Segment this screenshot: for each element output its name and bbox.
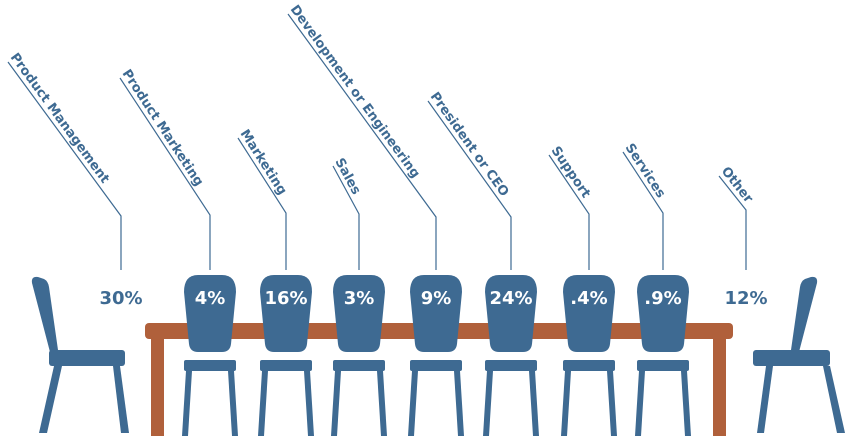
category-label-services: Services bbox=[622, 141, 669, 201]
category-label-support: Support bbox=[548, 144, 593, 201]
value-labels: 30% 4% 16% 3% 9% 24% .4% .9% 12% bbox=[99, 288, 767, 309]
end-chair-right bbox=[753, 276, 845, 433]
chair-development-or-engineering bbox=[408, 275, 464, 436]
value-label-product-marketing: 4% bbox=[195, 288, 226, 309]
leader-line-support bbox=[548, 154, 590, 270]
leader-line-product-marketing bbox=[119, 77, 211, 270]
value-label-support: .4% bbox=[570, 288, 607, 309]
chair-support bbox=[561, 275, 617, 436]
leader-line-other bbox=[718, 175, 747, 270]
category-label-marketing: Marketing bbox=[237, 127, 290, 198]
leader-line-development-or-engineering bbox=[287, 13, 437, 270]
leader-line-president-or-ceo bbox=[427, 100, 512, 270]
category-label-sales: Sales bbox=[331, 156, 363, 198]
leader-line-product-management bbox=[7, 61, 122, 270]
chair-sales bbox=[331, 275, 387, 436]
chair-product-marketing bbox=[182, 275, 238, 436]
category-label-product-marketing: Product Marketing bbox=[119, 67, 206, 189]
value-label-development-or-engineering: 9% bbox=[421, 288, 452, 309]
value-label-other: 12% bbox=[724, 288, 767, 309]
chairs bbox=[31, 275, 845, 436]
category-label-president-or-ceo: President or CEO bbox=[427, 90, 512, 200]
value-label-product-management: 30% bbox=[99, 288, 142, 309]
leader-lines bbox=[7, 13, 747, 270]
chair-marketing bbox=[258, 275, 314, 436]
leader-line-marketing bbox=[237, 137, 287, 270]
category-label-other: Other bbox=[718, 164, 756, 206]
leader-line-services bbox=[622, 151, 664, 270]
category-labels: Product Management Product Marketing Marke… bbox=[7, 3, 756, 207]
table-leg-right bbox=[713, 339, 726, 436]
leader-line-sales bbox=[332, 165, 360, 270]
value-label-president-or-ceo: 24% bbox=[489, 288, 532, 309]
value-label-services: .9% bbox=[644, 288, 681, 309]
end-chair-left bbox=[31, 276, 129, 433]
table-leg-left bbox=[151, 339, 164, 436]
value-label-marketing: 16% bbox=[264, 288, 307, 309]
chair-president-or-ceo bbox=[483, 275, 539, 436]
category-label-development-or-engineering: Development or Engineering bbox=[287, 3, 423, 182]
value-label-sales: 3% bbox=[344, 288, 375, 309]
chair-services bbox=[635, 275, 691, 436]
category-label-product-management: Product Management bbox=[7, 50, 112, 186]
